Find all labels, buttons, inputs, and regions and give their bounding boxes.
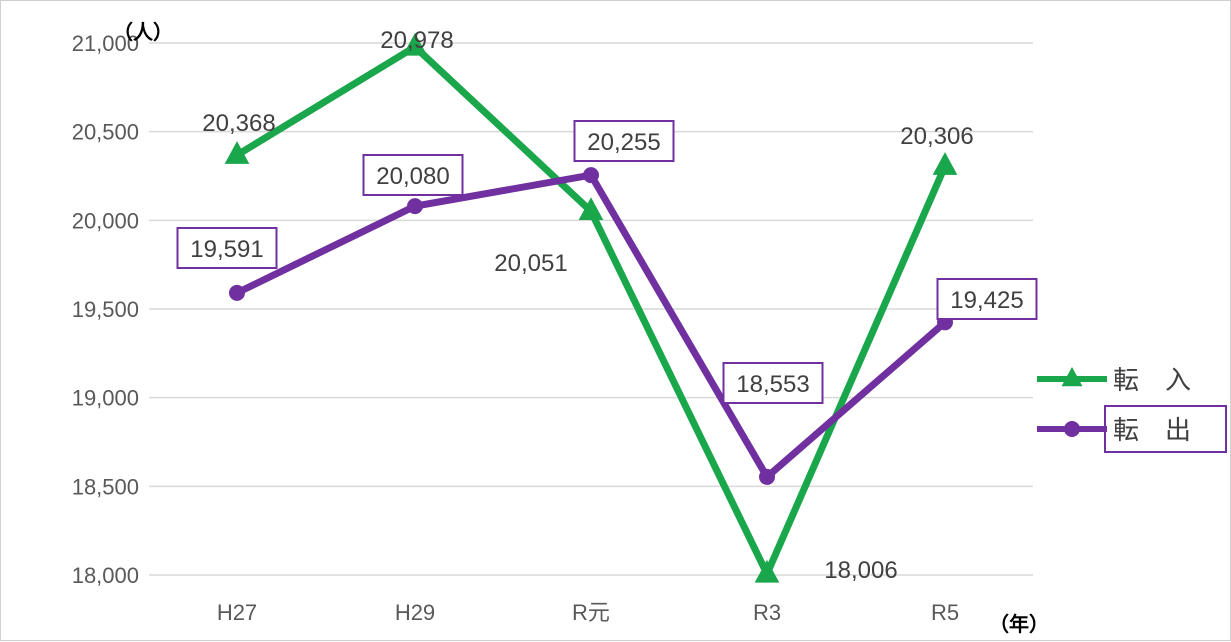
x-tick-label: H29 bbox=[395, 600, 435, 625]
circle-marker bbox=[759, 468, 775, 485]
x-axis-unit: （年） bbox=[989, 612, 1049, 636]
data-label: 20,051 bbox=[494, 250, 567, 277]
data-label: 20,368 bbox=[202, 110, 275, 137]
data-label: 19,591 bbox=[190, 236, 263, 263]
triangle-marker bbox=[932, 152, 958, 175]
triangle-marker bbox=[754, 559, 780, 583]
data-label: 20,978 bbox=[380, 27, 453, 54]
axis-labels: 18,000 18,500 19,000 19,500 20,000 20,500 21,0… bbox=[72, 20, 1049, 636]
legend: 転 入転 出 bbox=[1037, 366, 1227, 453]
data-label: 20,306 bbox=[900, 123, 973, 150]
legend-circle-marker bbox=[1064, 421, 1080, 437]
y-tick-label: 19,500 bbox=[72, 297, 139, 322]
data-label: 20,080 bbox=[376, 163, 449, 190]
data-label: 20,255 bbox=[587, 129, 660, 156]
data-label: 18,553 bbox=[736, 371, 809, 398]
triangle-marker bbox=[224, 141, 250, 164]
triangle-marker bbox=[1061, 367, 1083, 387]
data-label: 18,006 bbox=[824, 557, 897, 584]
data-labels: 20,368 20,978 20,051 18,006 20,306 19,591 20,0… bbox=[176, 27, 1038, 584]
legend-label: 転 入 bbox=[1113, 366, 1191, 396]
data-label-box bbox=[176, 227, 278, 269]
circle-marker bbox=[407, 198, 423, 215]
y-tick-label: 20,000 bbox=[72, 208, 139, 233]
y-tick-label: 21,000 bbox=[72, 31, 139, 56]
x-tick-label: H27 bbox=[217, 600, 257, 625]
legend-label: 転 出 bbox=[1113, 416, 1191, 446]
data-label-box bbox=[722, 362, 824, 404]
triangle-marker bbox=[578, 197, 604, 221]
y-tick-label: 20,500 bbox=[72, 120, 139, 145]
data-label-box bbox=[362, 154, 464, 196]
y-tick-label: 18,000 bbox=[72, 563, 139, 588]
data-label-box bbox=[936, 278, 1038, 320]
series-lines bbox=[224, 32, 958, 583]
x-tick-label: R3 bbox=[753, 600, 781, 625]
x-tick-label: R5 bbox=[931, 600, 959, 625]
triangle-marker bbox=[402, 32, 428, 56]
y-tick-label: 18,500 bbox=[72, 474, 139, 499]
y-tick-label: 19,000 bbox=[72, 386, 139, 411]
circle-marker bbox=[583, 167, 599, 184]
y-axis-unit: （人） bbox=[113, 20, 173, 44]
legend-box bbox=[1104, 405, 1227, 453]
data-label-box bbox=[573, 120, 675, 162]
data-label: 19,425 bbox=[950, 287, 1023, 314]
circle-marker bbox=[229, 284, 245, 301]
x-tick-label: R元 bbox=[572, 600, 610, 625]
